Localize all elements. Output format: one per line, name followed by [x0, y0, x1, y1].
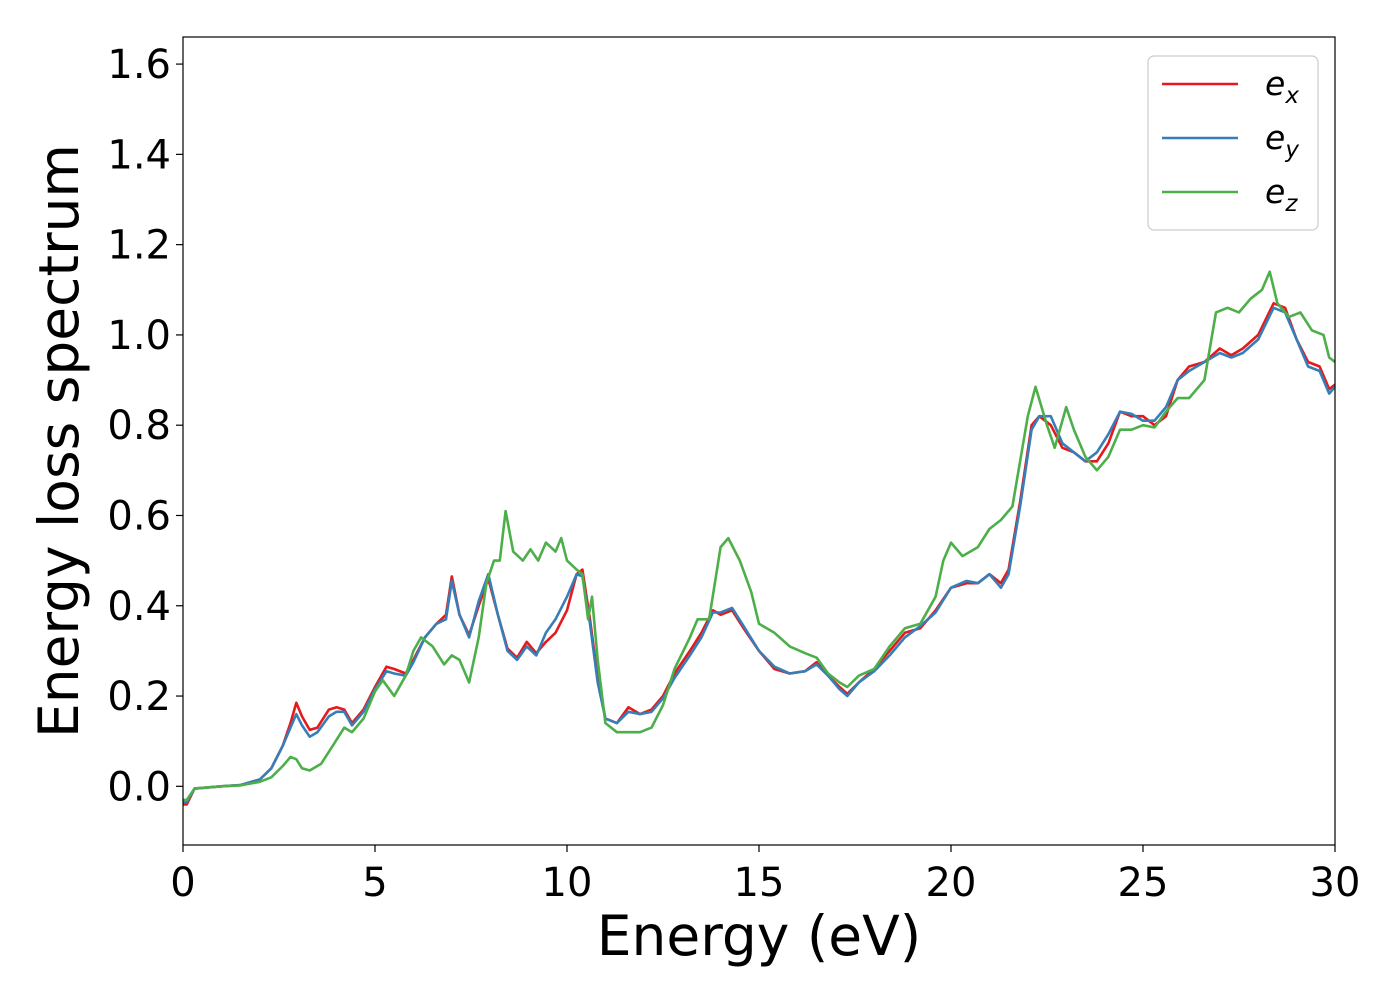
series-line-ez [183, 270, 1335, 802]
y-tick-label: 1.0 [107, 313, 171, 359]
y-tick-label: 1.4 [107, 132, 171, 178]
x-tick-label: 25 [1118, 860, 1169, 906]
legend-box [1147, 55, 1319, 231]
x-tick-label: 30 [1310, 860, 1361, 906]
x-tick-label: 0 [170, 860, 195, 906]
y-axis-title: Energy loss spectrum [27, 144, 91, 738]
x-tick-label: 5 [362, 860, 387, 906]
y-tick-label: 1.2 [107, 223, 171, 269]
y-tick-label: 0.4 [107, 584, 171, 630]
series-line-ey [183, 306, 1335, 804]
y-tick-label: 0.0 [107, 764, 171, 810]
series-layer [183, 270, 1335, 806]
x-axis-title: Energy (eV) [597, 904, 921, 968]
x-axis: 0 5 10 15 20 25 30 [170, 845, 1360, 906]
x-tick-label: 15 [734, 860, 785, 906]
y-tick-label: 0.6 [107, 493, 171, 539]
x-tick-label: 20 [926, 860, 977, 906]
y-tick-label: 0.8 [107, 403, 171, 449]
y-tick-label: 1.6 [107, 42, 171, 88]
y-axis: 0.0 0.2 0.4 0.6 0.8 1.0 1.2 1.4 1.6 [107, 42, 183, 810]
y-tick-label: 0.2 [107, 674, 171, 720]
x-tick-label: 10 [542, 860, 593, 906]
